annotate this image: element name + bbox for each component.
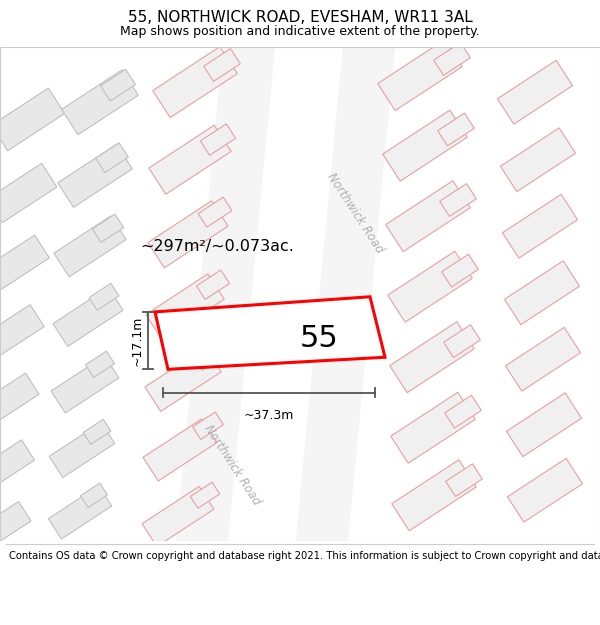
Polygon shape (196, 270, 230, 299)
Polygon shape (506, 393, 581, 457)
Polygon shape (500, 128, 575, 192)
Polygon shape (58, 144, 132, 208)
Text: Map shows position and indicative extent of the property.: Map shows position and indicative extent… (120, 26, 480, 39)
Polygon shape (443, 325, 481, 357)
Polygon shape (198, 197, 232, 227)
Polygon shape (0, 501, 31, 549)
Text: Northwick Road: Northwick Road (324, 171, 386, 256)
Text: Northwick Road: Northwick Road (201, 422, 263, 508)
Polygon shape (148, 201, 228, 268)
Polygon shape (101, 69, 136, 101)
Polygon shape (51, 356, 119, 413)
Polygon shape (505, 261, 580, 324)
Text: Contains OS data © Crown copyright and database right 2021. This information is : Contains OS data © Crown copyright and d… (9, 551, 600, 561)
Polygon shape (155, 297, 385, 369)
Text: ~297m²/~0.073ac.: ~297m²/~0.073ac. (140, 239, 294, 254)
Polygon shape (440, 184, 476, 216)
Polygon shape (0, 440, 35, 490)
Polygon shape (0, 163, 57, 222)
Polygon shape (153, 47, 237, 118)
Text: ~37.3m: ~37.3m (244, 409, 294, 422)
Polygon shape (437, 113, 475, 146)
Polygon shape (92, 214, 124, 243)
Polygon shape (49, 486, 112, 539)
Text: 55: 55 (300, 324, 339, 353)
Polygon shape (386, 181, 470, 252)
Polygon shape (193, 412, 223, 439)
Text: 55, NORTHWICK ROAD, EVESHAM, WR11 3AL: 55, NORTHWICK ROAD, EVESHAM, WR11 3AL (128, 10, 472, 25)
Polygon shape (143, 419, 217, 481)
Polygon shape (200, 124, 236, 155)
Polygon shape (49, 422, 115, 478)
Polygon shape (145, 348, 221, 411)
Polygon shape (142, 486, 214, 546)
Polygon shape (378, 39, 462, 111)
Polygon shape (446, 464, 482, 496)
Polygon shape (54, 216, 126, 277)
Polygon shape (89, 283, 119, 310)
Polygon shape (445, 395, 481, 428)
Polygon shape (203, 49, 241, 81)
Polygon shape (62, 70, 139, 135)
Polygon shape (508, 458, 583, 522)
Polygon shape (95, 143, 128, 172)
Polygon shape (442, 254, 478, 287)
Polygon shape (149, 125, 231, 194)
Polygon shape (85, 351, 115, 378)
Polygon shape (146, 274, 224, 340)
Polygon shape (0, 373, 39, 426)
Polygon shape (83, 419, 111, 444)
Polygon shape (294, 34, 396, 563)
Polygon shape (194, 342, 226, 370)
Polygon shape (505, 328, 581, 391)
Polygon shape (0, 88, 65, 151)
Polygon shape (390, 322, 474, 392)
Polygon shape (388, 251, 472, 322)
Polygon shape (392, 460, 476, 531)
Polygon shape (502, 194, 578, 258)
Polygon shape (391, 392, 475, 463)
Text: ~17.1m: ~17.1m (131, 316, 144, 366)
Polygon shape (497, 61, 572, 124)
Polygon shape (434, 42, 470, 76)
Polygon shape (80, 483, 107, 508)
Polygon shape (190, 482, 220, 508)
Polygon shape (53, 288, 123, 346)
Polygon shape (383, 110, 467, 181)
Polygon shape (0, 235, 49, 292)
Polygon shape (174, 34, 276, 563)
Polygon shape (0, 304, 44, 359)
